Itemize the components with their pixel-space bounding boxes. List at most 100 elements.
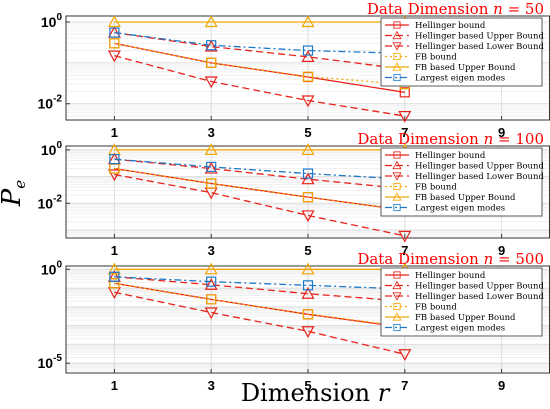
series-line <box>114 173 405 237</box>
series-line <box>114 31 405 70</box>
data-point <box>204 39 218 52</box>
legend-label: Largest eigen modes <box>415 324 505 334</box>
legend-marker <box>392 192 402 201</box>
legend-marker <box>392 292 402 301</box>
series-line <box>114 276 405 290</box>
legend-box <box>380 17 543 87</box>
legend-marker-shape <box>393 323 401 332</box>
series-line <box>114 276 405 302</box>
data-point <box>204 307 218 320</box>
data-point <box>204 161 218 174</box>
x-axis-label-var: r <box>378 379 391 407</box>
legend-label: Hellinger based Lower Bound <box>415 42 544 52</box>
legend-marker <box>393 151 401 159</box>
legend-marker-shape <box>392 160 402 170</box>
series-line <box>114 55 405 117</box>
legend-label: Hellinger based Upper Bound <box>415 162 545 172</box>
legend-marker-shape <box>392 192 402 201</box>
data-point <box>301 262 315 275</box>
legend-marker-shape <box>392 280 402 290</box>
legend-marker-shape <box>392 312 402 321</box>
y-tick-label: 10-2 <box>38 193 63 211</box>
data-point <box>302 71 314 82</box>
x-tick-label: 3 <box>208 125 215 140</box>
x-tick-label: 3 <box>208 243 215 258</box>
legend-marker <box>393 21 401 29</box>
legend-marker-shape <box>393 21 401 29</box>
x-tick-label: 7 <box>401 243 408 258</box>
data-point <box>301 210 315 223</box>
legend-label: Largest eigen modes <box>415 74 505 84</box>
series-line <box>114 291 405 355</box>
legend-marker-shape <box>393 73 401 82</box>
data-point <box>301 143 315 155</box>
data-point <box>398 230 412 243</box>
x-tick-label: 1 <box>111 125 118 140</box>
legend-marker <box>393 323 401 332</box>
legend-label: FB based Upper Bound <box>415 313 516 323</box>
x-tick-label: 9 <box>498 378 505 393</box>
data-point <box>301 326 315 339</box>
legend-marker-shape <box>392 30 402 40</box>
legend-label: Hellinger based Upper Bound <box>415 282 545 292</box>
data-point <box>302 280 314 291</box>
y-axis-label: Pe <box>0 180 29 208</box>
data-point <box>109 27 120 38</box>
data-point <box>107 262 121 275</box>
legend-label: FB bound <box>415 303 457 313</box>
y-tick-label: 10-5 <box>38 353 63 371</box>
legend-box <box>380 147 543 217</box>
data-point <box>302 192 314 203</box>
legend-marker <box>392 30 402 40</box>
legend-label: Hellinger bound <box>415 151 486 161</box>
legend-marker <box>392 312 402 321</box>
data-point <box>107 50 121 63</box>
data-point <box>206 294 217 305</box>
legend-marker <box>392 62 402 71</box>
data-point <box>302 309 314 320</box>
series-line <box>114 158 405 190</box>
legend-marker-shape <box>393 151 401 159</box>
legend-marker <box>393 271 401 279</box>
data-point <box>301 172 315 185</box>
chart-title: Data Dimension n = 500 <box>357 250 544 268</box>
data-point <box>109 38 120 49</box>
data-point <box>301 15 315 28</box>
y-tick-label: 10-2 <box>38 94 63 112</box>
data-point <box>107 169 121 182</box>
data-point <box>301 50 315 62</box>
legend-box <box>380 267 543 337</box>
legend-label: Hellinger bound <box>415 271 486 281</box>
series-line <box>114 158 405 180</box>
chart-title: Data Dimension n = 100 <box>357 130 544 148</box>
x-axis-label: Dimension r <box>241 379 391 407</box>
series-line <box>114 42 405 93</box>
legend-marker <box>393 52 401 61</box>
data-point <box>204 76 218 89</box>
x-tick-label: 3 <box>208 378 215 393</box>
legend-label: Hellinger based Lower Bound <box>415 292 544 302</box>
data-point <box>107 15 121 28</box>
data-point <box>109 278 120 289</box>
legend-marker <box>393 73 401 82</box>
legend-label: Largest eigen modes <box>415 204 505 214</box>
y-tick-label: 100 <box>41 140 63 158</box>
y-tick-label: 100 <box>41 12 63 30</box>
data-point <box>301 95 315 108</box>
legend-marker-shape <box>392 42 402 51</box>
legend-label: FB bound <box>415 53 457 63</box>
legend-marker <box>392 280 402 290</box>
x-tick-label: 5 <box>304 125 311 140</box>
data-point <box>399 87 410 98</box>
legend-marker-shape <box>393 52 401 61</box>
legend-marker <box>392 172 402 181</box>
x-tick-label: 1 <box>111 378 118 393</box>
data-point <box>398 110 412 123</box>
data-point <box>398 349 412 361</box>
y-tick-label: 100 <box>41 259 63 277</box>
legend-marker-shape <box>393 302 401 311</box>
